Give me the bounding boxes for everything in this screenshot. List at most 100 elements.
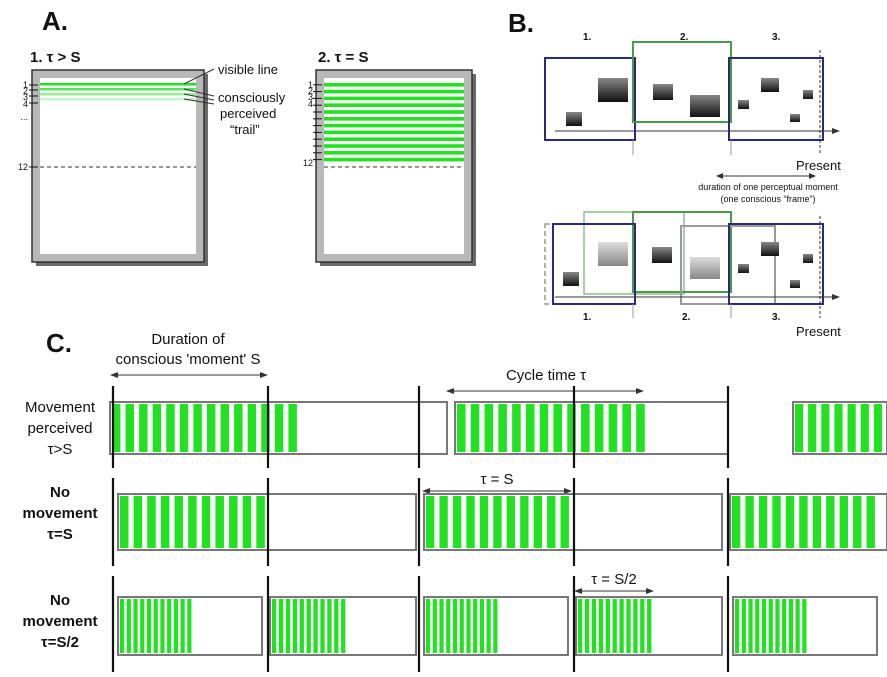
green-stripe	[479, 496, 489, 548]
panel-c: C. Duration of conscious 'moment' S Cycl…	[22, 328, 887, 672]
timing-box	[423, 596, 569, 656]
object	[761, 78, 779, 92]
green-stripe	[799, 496, 808, 548]
green-stripe	[761, 599, 767, 653]
tick-label: 1	[308, 80, 313, 90]
timing-box	[729, 493, 887, 551]
present-label-bottom: Present	[796, 324, 841, 339]
green-stripe	[633, 599, 638, 653]
green-stripe	[125, 404, 134, 452]
green-stripe	[341, 599, 346, 653]
green-stripe	[525, 404, 535, 452]
green-stripe	[785, 496, 795, 548]
green-stripe	[493, 496, 502, 548]
trail-label-2: perceived	[220, 106, 276, 121]
trail-line	[40, 88, 196, 91]
green-stripe	[821, 404, 830, 452]
object	[803, 254, 813, 263]
green-stripe	[732, 496, 741, 548]
green-stripe	[207, 404, 216, 452]
cycle-label: Cycle time τ	[506, 367, 586, 384]
green-stripe	[539, 404, 549, 452]
scan-line	[324, 96, 464, 101]
green-stripe	[147, 496, 156, 548]
green-stripe	[320, 599, 325, 653]
timing-box	[454, 401, 729, 455]
green-stripe	[647, 599, 652, 653]
green-stripe	[174, 496, 183, 548]
scan-line	[324, 103, 464, 107]
screen-1-title: 1. τ > S	[30, 49, 80, 66]
green-stripe	[605, 599, 610, 653]
green-stripe	[506, 496, 516, 548]
green-stripe	[193, 404, 202, 452]
green-stripe	[234, 404, 243, 452]
green-stripe	[812, 496, 822, 548]
green-stripe	[860, 404, 869, 452]
panel-c-label: C.	[46, 328, 72, 358]
tick-label: 4	[23, 99, 28, 109]
green-stripe	[242, 496, 252, 548]
moving-objects-top	[566, 78, 813, 126]
green-stripe	[180, 599, 185, 653]
frame-label: 2.	[680, 32, 689, 43]
scan-line	[324, 123, 464, 128]
green-stripe	[584, 599, 590, 653]
visible-line-label: visible line	[218, 62, 278, 77]
row-3-label-1: No	[50, 592, 70, 609]
green-stripe	[166, 404, 175, 452]
screen-1-display	[40, 78, 196, 254]
scan-line	[324, 144, 464, 148]
green-stripe	[278, 599, 284, 653]
scan-line	[324, 117, 464, 121]
green-stripe	[741, 599, 746, 653]
green-stripe	[140, 599, 145, 653]
green-stripe	[306, 599, 311, 653]
timing-box	[117, 596, 263, 656]
green-stripe	[470, 404, 480, 452]
green-stripe	[261, 404, 270, 452]
green-stripe	[622, 404, 631, 452]
green-stripe	[452, 599, 458, 653]
frame-label: 3.	[772, 312, 781, 323]
scan-line	[324, 110, 464, 114]
object	[563, 272, 579, 286]
object	[598, 242, 628, 266]
object	[790, 114, 800, 122]
green-stripe	[636, 404, 645, 452]
green-stripe	[112, 404, 121, 452]
green-stripe	[520, 496, 529, 548]
tick-label: 2	[308, 86, 313, 96]
present-label-top: Present	[796, 158, 841, 173]
trail-label-3: “trail”	[230, 122, 260, 137]
timing-box	[732, 596, 878, 656]
green-stripe	[581, 404, 590, 452]
green-stripe	[598, 599, 604, 653]
green-stripe	[457, 404, 466, 452]
frame-1	[544, 57, 636, 141]
green-stripe	[578, 599, 583, 653]
row-2-label-3: τ=S	[47, 526, 72, 543]
green-stripe	[560, 496, 569, 548]
green-stripe	[873, 404, 883, 452]
tick-label: 3	[23, 92, 28, 102]
frame-label: 2.	[682, 312, 691, 323]
frame-1	[552, 223, 636, 305]
green-stripe	[452, 496, 462, 548]
green-stripe	[567, 404, 576, 452]
object	[738, 264, 749, 273]
green-stripe	[626, 599, 631, 653]
green-stripe	[272, 599, 277, 653]
duration-label-1: Duration of	[151, 331, 225, 348]
green-stripe	[619, 599, 624, 653]
object	[790, 280, 800, 288]
green-stripe	[288, 404, 297, 452]
green-stripe	[466, 599, 471, 653]
green-stripe	[755, 599, 760, 653]
frame-label: 3.	[772, 32, 781, 43]
green-stripe	[120, 496, 129, 548]
green-stripe	[153, 599, 158, 653]
row-2-label-1: No	[50, 484, 70, 501]
green-stripe	[439, 599, 444, 653]
row-1-label-1: Movement	[25, 399, 96, 416]
